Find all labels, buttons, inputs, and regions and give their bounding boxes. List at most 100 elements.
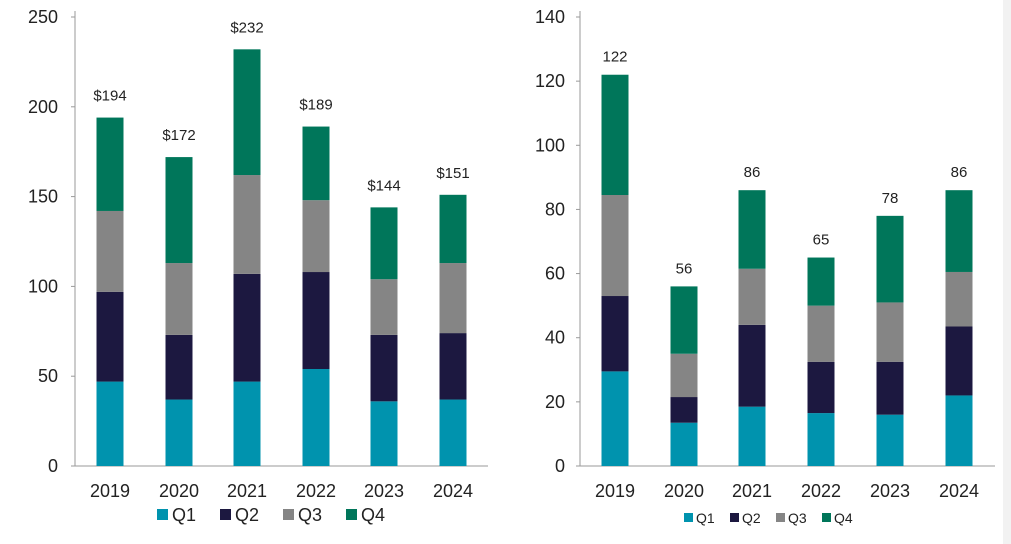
legend-label-q1: Q1: [172, 505, 196, 525]
y-tick-label: 0: [555, 456, 565, 476]
y-tick-label: 100: [28, 276, 58, 296]
bar-segment-q3-2019: [601, 194, 629, 297]
total-label-2023: $144: [367, 177, 400, 194]
bar-segment-q2-2020: [670, 397, 698, 423]
legend-swatch-q2: [730, 513, 739, 522]
y-tick-label: 0: [48, 456, 58, 476]
total-label-2020: 56: [676, 260, 693, 277]
right-edge-strip: [1003, 0, 1011, 544]
x-tick-label-2022: 2022: [296, 481, 336, 501]
legend-swatch-q2: [220, 509, 231, 520]
bar-segment-q4-2020: [165, 157, 193, 264]
total-label-2021: $232: [230, 19, 263, 36]
y-tick-label: 80: [545, 199, 565, 219]
total-label-2022: $189: [299, 97, 332, 114]
y-tick-label: 150: [28, 187, 58, 207]
bar-segment-q2-2022: [302, 272, 330, 370]
legend-swatch-q4: [822, 513, 831, 522]
bar-segment-q2-2020: [165, 334, 193, 400]
bar-segment-q1-2020: [670, 422, 698, 466]
y-tick-label: 60: [545, 264, 565, 284]
legend: Q1 Q2 Q3 Q4: [684, 510, 853, 526]
legend: Q1 Q2 Q3 Q4: [157, 505, 385, 525]
bar-segment-q1-2022: [807, 413, 835, 466]
y-tick-label: 40: [545, 328, 565, 348]
bar-segment-q4-2021: [233, 49, 261, 176]
bar-segment-q4-2023: [370, 207, 398, 280]
bar-segment-q2-2019: [96, 291, 124, 382]
bar-segment-q2-2023: [370, 334, 398, 402]
bar-segment-q4-2019: [601, 74, 629, 195]
total-label-2019: $194: [93, 88, 126, 105]
y-tick-label: 100: [535, 135, 565, 155]
x-tick-label-2023: 2023: [364, 481, 404, 501]
bar-segment-q3-2020: [165, 263, 193, 335]
y-tick-label: 120: [535, 71, 565, 91]
bar-segment-q2-2023: [876, 361, 904, 415]
bar-segment-q1-2022: [302, 369, 330, 466]
left-stacked-bar-chart: 0 50 100 150 200 250 $194 2019 $172 2020 $232 2021 $…: [28, 7, 488, 525]
total-label-2020: $172: [162, 127, 195, 144]
bar-segment-q2-2019: [601, 296, 629, 372]
bar-segment-q3-2024: [439, 263, 467, 334]
bar-segment-q3-2021: [738, 268, 766, 325]
legend-swatch-q3: [283, 509, 294, 520]
total-label-2024: 86: [951, 164, 968, 181]
x-tick-label-2024: 2024: [433, 481, 473, 501]
bar-segment-q1-2020: [165, 399, 193, 466]
x-tick-label-2019: 2019: [90, 481, 130, 501]
bar-segment-q3-2022: [302, 200, 330, 273]
total-label-2021: 86: [744, 164, 761, 181]
legend-label-q2: Q2: [235, 505, 259, 525]
y-tick-label: 140: [535, 7, 565, 27]
y-tick-label: 250: [28, 7, 58, 27]
bar-segment-q1-2024: [439, 399, 467, 466]
x-tick-label-2024: 2024: [939, 481, 979, 501]
bar-segment-q4-2022: [807, 257, 835, 306]
legend-label-q1: Q1: [696, 510, 715, 526]
legend-swatch-q1: [157, 509, 168, 520]
bar-segment-q1-2021: [233, 381, 261, 466]
x-tick-label-2021: 2021: [227, 481, 267, 501]
bar-segment-q1-2023: [370, 401, 398, 466]
right-stacked-bar-chart: 0 20 40 60 80 100 120 140 122 2019 56 2020 86 2021 65 2…: [535, 7, 995, 526]
total-label-2019: 122: [602, 49, 627, 66]
y-tick-label: 50: [38, 366, 58, 386]
bar-segment-q3-2024: [945, 271, 973, 327]
bar-segment-q2-2021: [738, 324, 766, 407]
x-tick-label-2020: 2020: [159, 481, 199, 501]
bar-segment-q1-2021: [738, 406, 766, 466]
legend-label-q3: Q3: [298, 505, 322, 525]
bar-segment-q3-2020: [670, 353, 698, 398]
bar-segment-q3-2023: [370, 279, 398, 335]
bar-segment-q1-2023: [876, 414, 904, 466]
bar-segment-q1-2019: [96, 381, 124, 466]
bar-segment-q4-2024: [439, 194, 467, 264]
bar-segment-q2-2022: [807, 361, 835, 414]
x-tick-label-2023: 2023: [870, 481, 910, 501]
y-tick-label: 20: [545, 392, 565, 412]
legend-swatch-q4: [346, 509, 357, 520]
bar-segment-q1-2024: [945, 395, 973, 466]
total-label-2023: 78: [882, 190, 899, 207]
total-label-2022: 65: [813, 232, 830, 249]
y-tick-label: 200: [28, 97, 58, 117]
bar-segment-q3-2019: [96, 210, 124, 292]
x-tick-label-2019: 2019: [595, 481, 635, 501]
bar-segment-q4-2019: [96, 117, 124, 211]
total-label-2024: $151: [436, 165, 469, 182]
bar-segment-q4-2023: [876, 215, 904, 303]
bar-segment-q4-2024: [945, 190, 973, 272]
bar-segment-q4-2021: [738, 190, 766, 269]
legend-label-q4: Q4: [361, 505, 385, 525]
bar-segment-q4-2020: [670, 286, 698, 354]
bar-segment-q3-2023: [876, 302, 904, 362]
bar-segment-q3-2021: [233, 175, 261, 274]
x-tick-label-2022: 2022: [801, 481, 841, 501]
bar-segment-q3-2022: [807, 305, 835, 362]
bar-segment-q1-2019: [601, 371, 629, 466]
bar-segment-q4-2022: [302, 126, 330, 201]
legend-label-q4: Q4: [834, 510, 853, 526]
legend-swatch-q1: [684, 513, 693, 522]
